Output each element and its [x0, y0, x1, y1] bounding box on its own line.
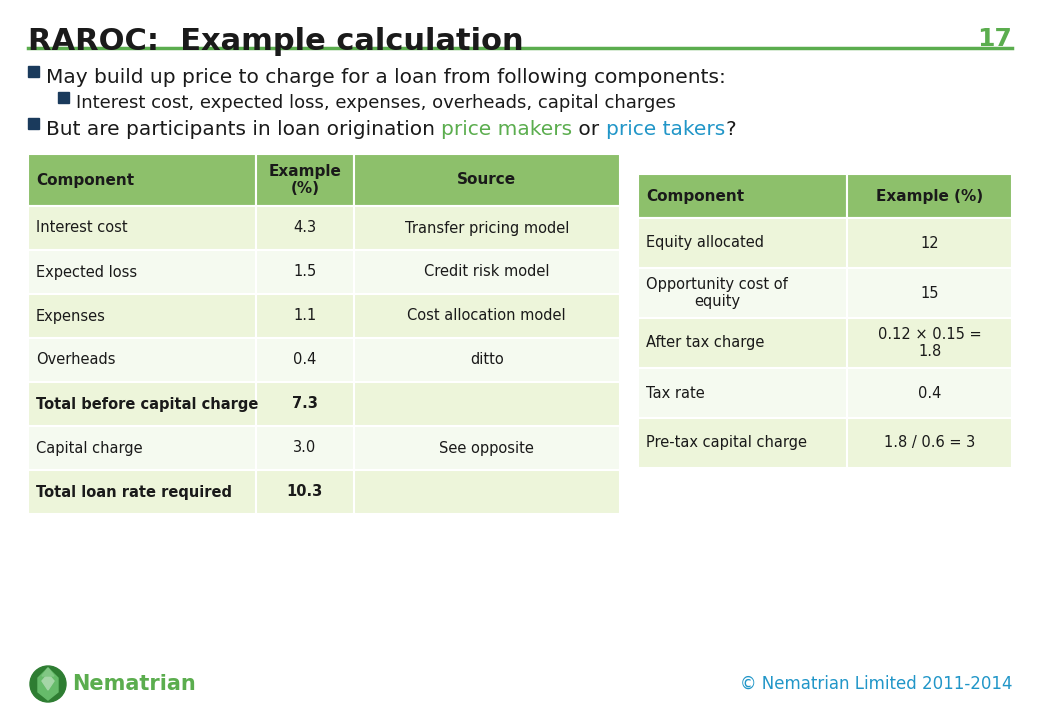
Text: 0.4: 0.4 [918, 385, 941, 400]
Bar [28, 118, 40, 129]
Text: 3.0: 3.0 [293, 441, 316, 456]
Polygon shape [42, 674, 54, 690]
Bar [848, 318, 1012, 368]
Bar [354, 250, 620, 294]
Text: Expected loss: Expected loss [36, 264, 137, 279]
Text: ?: ? [725, 120, 736, 139]
Text: Pre-tax capital charge: Pre-tax capital charge [646, 436, 807, 451]
Bar [256, 294, 354, 338]
Text: 17: 17 [978, 27, 1012, 51]
Text: 1.5: 1.5 [293, 264, 316, 279]
Text: © Nematrian Limited 2011-2014: © Nematrian Limited 2011-2014 [739, 675, 1012, 693]
Text: Interest cost: Interest cost [36, 220, 128, 235]
Text: Example (%): Example (%) [876, 189, 983, 204]
Text: Capital charge: Capital charge [36, 441, 142, 456]
Bar [256, 206, 354, 250]
Text: 1.8 / 0.6 = 3: 1.8 / 0.6 = 3 [884, 436, 976, 451]
Bar [638, 418, 848, 468]
Text: Tax rate: Tax rate [646, 385, 705, 400]
Text: Overheads: Overheads [36, 353, 115, 367]
Bar [638, 174, 848, 218]
Text: 7.3: 7.3 [292, 397, 317, 412]
Bar [354, 470, 620, 514]
Bar [28, 66, 40, 77]
Text: Equity allocated: Equity allocated [646, 235, 764, 251]
Text: 10.3: 10.3 [287, 485, 322, 500]
Bar [848, 268, 1012, 318]
Bar [354, 426, 620, 470]
Bar [28, 206, 256, 250]
Bar [354, 206, 620, 250]
Text: 4.3: 4.3 [293, 220, 316, 235]
Bar [848, 218, 1012, 268]
Text: Source: Source [458, 173, 517, 187]
Text: Component: Component [646, 189, 745, 204]
Circle shape [30, 666, 66, 702]
Text: Component: Component [36, 173, 134, 187]
Bar [256, 250, 354, 294]
Text: Transfer pricing model: Transfer pricing model [405, 220, 569, 235]
Text: 12: 12 [920, 235, 939, 251]
Bar [28, 426, 256, 470]
Text: Opportunity cost of
equity: Opportunity cost of equity [646, 276, 787, 309]
Bar [28, 338, 256, 382]
Text: Nematrian: Nematrian [72, 674, 196, 694]
Text: 0.4: 0.4 [293, 353, 316, 367]
Bar [28, 154, 256, 206]
Text: 15: 15 [920, 286, 939, 300]
Bar [256, 338, 354, 382]
Text: or: or [572, 120, 606, 139]
Bar [256, 154, 354, 206]
Bar [848, 368, 1012, 418]
Text: But are participants in loan origination: But are participants in loan origination [46, 120, 441, 139]
Text: price takers: price takers [606, 120, 725, 139]
Bar [848, 418, 1012, 468]
Text: See opposite: See opposite [439, 441, 535, 456]
Text: May build up price to charge for a loan from following components:: May build up price to charge for a loan … [46, 68, 726, 87]
Text: RAROC:  Example calculation: RAROC: Example calculation [28, 27, 523, 56]
Bar [256, 470, 354, 514]
Text: 0.12 × 0.15 =
1.8: 0.12 × 0.15 = 1.8 [878, 327, 982, 359]
Bar [638, 268, 848, 318]
Bar [28, 470, 256, 514]
Bar [354, 154, 620, 206]
Bar [638, 368, 848, 418]
Polygon shape [42, 668, 54, 676]
Text: After tax charge: After tax charge [646, 336, 764, 351]
Bar [848, 174, 1012, 218]
Bar [28, 250, 256, 294]
Text: Cost allocation model: Cost allocation model [408, 308, 566, 323]
Bar [28, 294, 256, 338]
Bar [58, 92, 69, 103]
Bar [638, 318, 848, 368]
Bar [28, 382, 256, 426]
Text: Example
(%): Example (%) [268, 163, 341, 197]
Bar [256, 426, 354, 470]
Text: Total loan rate required: Total loan rate required [36, 485, 232, 500]
Text: ditto: ditto [470, 353, 503, 367]
Text: Credit risk model: Credit risk model [424, 264, 549, 279]
Text: Expenses: Expenses [36, 308, 106, 323]
Bar [354, 382, 620, 426]
Bar [354, 338, 620, 382]
Text: Interest cost, expected loss, expenses, overheads, capital charges: Interest cost, expected loss, expenses, … [76, 94, 676, 112]
Text: 1.1: 1.1 [293, 308, 316, 323]
Bar [638, 218, 848, 268]
Text: Total before capital charge: Total before capital charge [36, 397, 258, 412]
Bar [354, 294, 620, 338]
Text: price makers: price makers [441, 120, 572, 139]
Bar [256, 382, 354, 426]
Polygon shape [38, 668, 58, 700]
